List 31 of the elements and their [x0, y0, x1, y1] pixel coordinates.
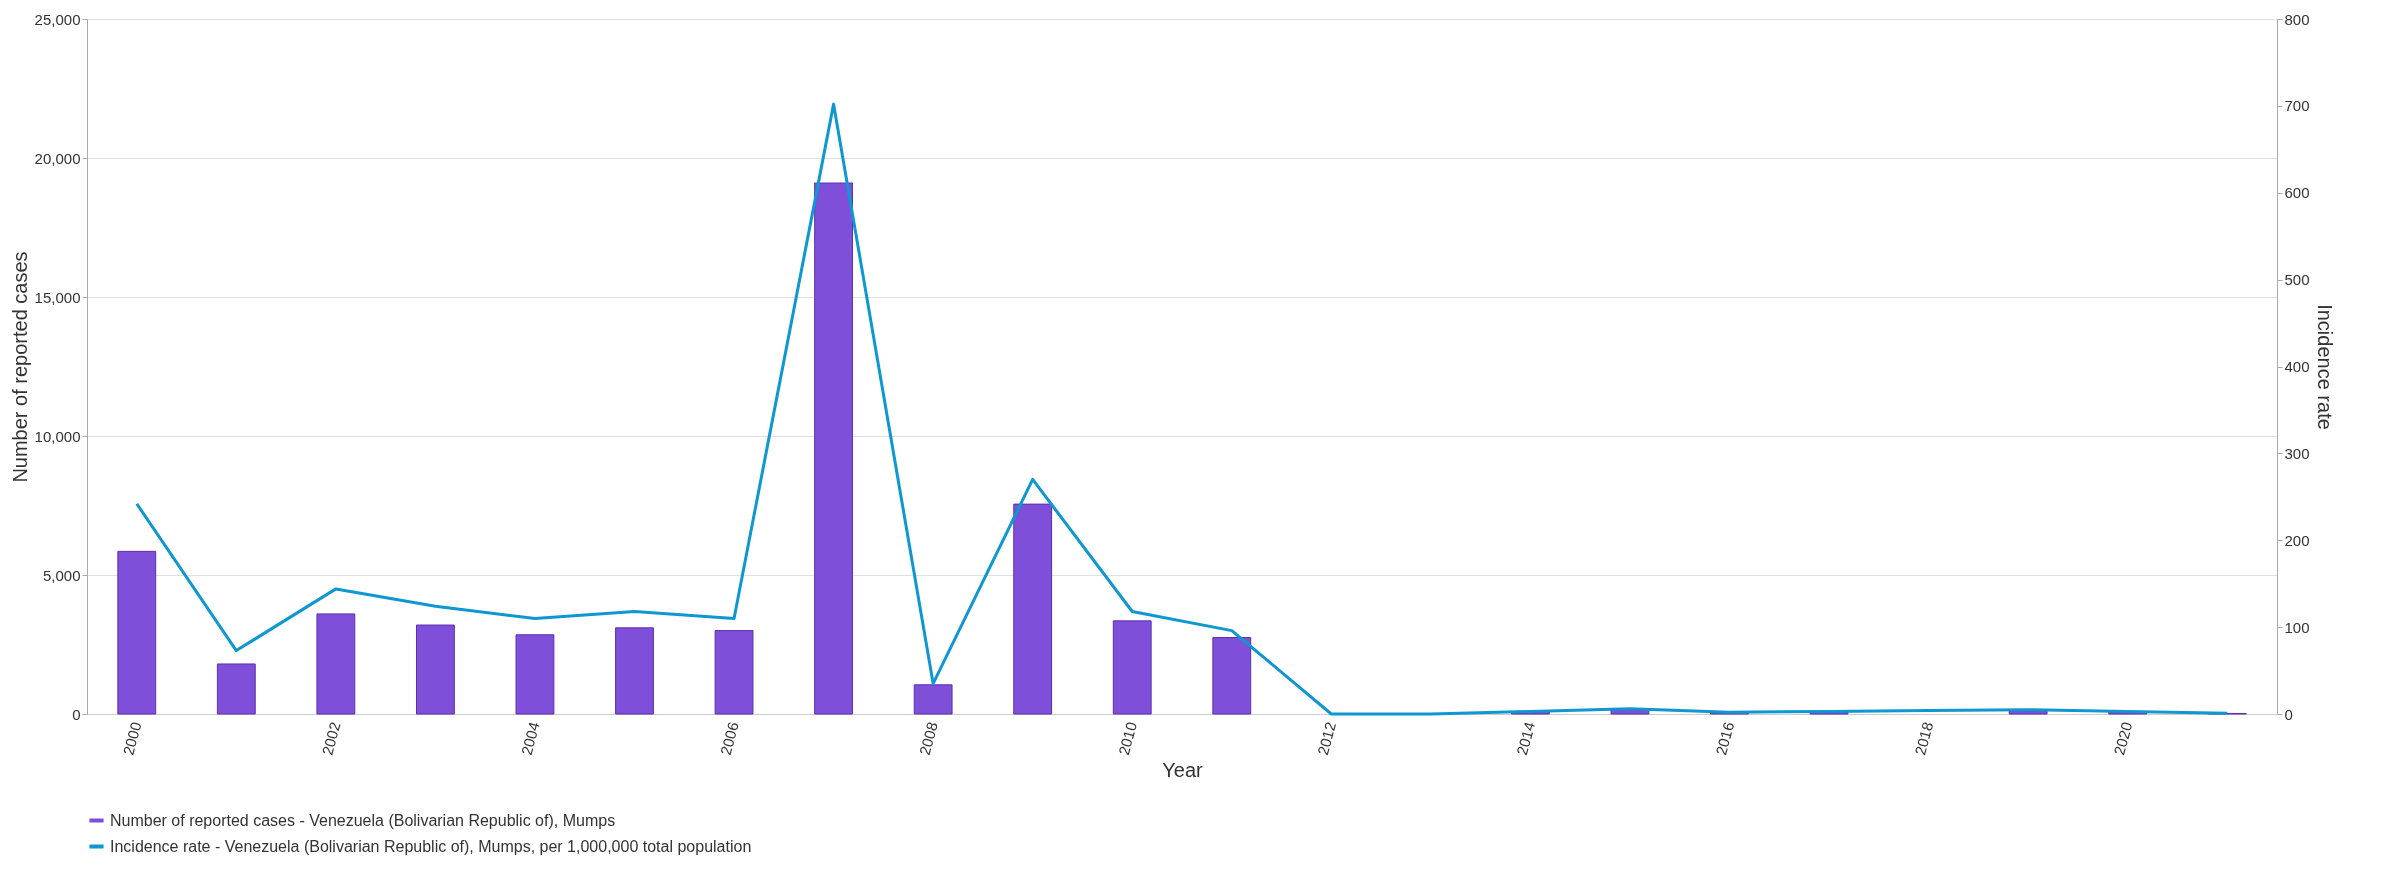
y-tick-label: 0 — [72, 705, 81, 723]
y2-tick-label: 600 — [2284, 184, 2310, 202]
y2-tick-label: 500 — [2284, 271, 2310, 289]
x-tick-label: 2000 — [119, 720, 145, 757]
y2-tick-label: 0 — [2284, 705, 2293, 723]
x-tick-label: 2006 — [716, 720, 742, 757]
y2-tick-label: 700 — [2284, 97, 2310, 115]
y-tick-label: 15,000 — [34, 288, 81, 306]
x-tick-label: 2002 — [318, 720, 344, 757]
legend-label: Incidence rate - Venezuela (Bolivarian Republic of), Mumps, per 1,000,000 total population — [110, 837, 752, 855]
y-tick-label: 25,000 — [34, 10, 81, 28]
y-tick-label: 10,000 — [34, 427, 81, 445]
y2-tick-label: 300 — [2284, 444, 2310, 462]
legend-label: Number of reported cases - Venezuela (Bolivarian Republic of), Mumps — [110, 811, 616, 829]
y2-tick-label: 800 — [2284, 10, 2310, 28]
y2-tick-label: 400 — [2284, 358, 2310, 375]
x-tick-label: 2008 — [915, 720, 941, 757]
x-tick-label: 2010 — [1114, 720, 1140, 757]
y-tick-label: 20,000 — [34, 149, 81, 167]
y2-tick-label: 200 — [2284, 531, 2310, 549]
y2-axis-title: Incidence rate — [2313, 304, 2336, 430]
x-tick-label: 2016 — [1712, 720, 1738, 757]
x-tick-label: 2018 — [1911, 720, 1937, 757]
y-axis-title: Number of reported cases — [8, 251, 31, 483]
x-tick-label: 2014 — [1513, 720, 1539, 757]
x-tick-label: 2020 — [2110, 720, 2136, 757]
x-tick-label: 2004 — [517, 720, 543, 757]
y-tick-label: 5,000 — [42, 566, 81, 584]
x-axis-title: Year — [1162, 758, 1204, 781]
x-tick-label: 2012 — [1313, 720, 1340, 757]
y2-tick-label: 100 — [2284, 618, 2310, 636]
